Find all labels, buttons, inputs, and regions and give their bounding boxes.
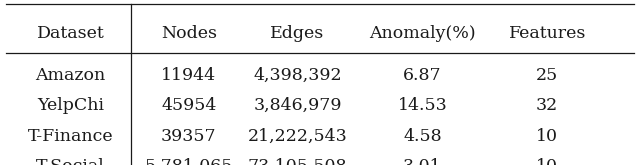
Text: 3,846,979: 3,846,979 (253, 97, 342, 114)
Text: T-Finance: T-Finance (28, 128, 113, 145)
Text: Edges: Edges (271, 24, 324, 42)
Text: 14.53: 14.53 (397, 97, 447, 114)
Text: Amazon: Amazon (35, 66, 106, 84)
Text: 45954: 45954 (161, 97, 216, 114)
Text: T-Social: T-Social (36, 158, 105, 165)
Text: 32: 32 (536, 97, 558, 114)
Text: 5,781,065: 5,781,065 (145, 158, 233, 165)
Text: 10: 10 (536, 128, 558, 145)
Text: 4,398,392: 4,398,392 (253, 66, 342, 84)
Text: 25: 25 (536, 66, 558, 84)
Text: 21,222,543: 21,222,543 (248, 128, 348, 145)
Text: 39357: 39357 (161, 128, 216, 145)
Text: 3.01: 3.01 (403, 158, 442, 165)
Text: 4.58: 4.58 (403, 128, 442, 145)
Text: 6.87: 6.87 (403, 66, 442, 84)
Text: 11944: 11944 (161, 66, 216, 84)
Text: 10: 10 (536, 158, 558, 165)
Text: Dataset: Dataset (36, 24, 104, 42)
Text: Features: Features (509, 24, 586, 42)
Text: YelpChi: YelpChi (37, 97, 104, 114)
Text: 73,105,508: 73,105,508 (248, 158, 348, 165)
Text: Nodes: Nodes (161, 24, 217, 42)
Text: Anomaly(%): Anomaly(%) (369, 24, 476, 42)
